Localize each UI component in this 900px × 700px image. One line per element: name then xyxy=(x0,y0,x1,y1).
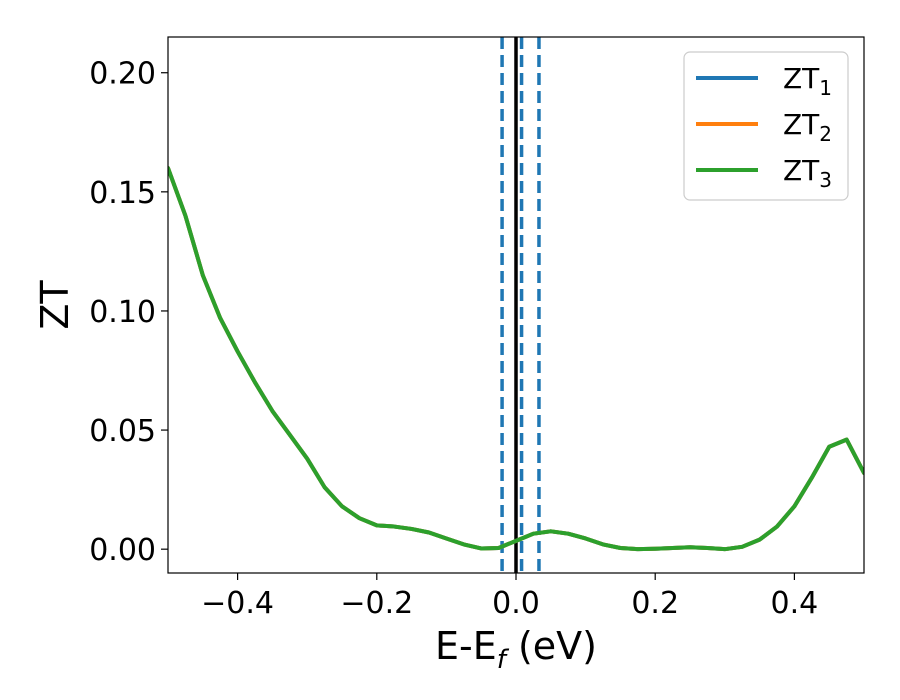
series-line-zt3 xyxy=(168,166,864,552)
legend-label-zt1: ZT1 xyxy=(783,62,832,100)
y-tick-label: 0.15 xyxy=(89,176,156,211)
x-axis-ticks: −0.4 −0.2 0.0 0.2 0.4 xyxy=(201,573,818,621)
y-tick-label: 0.20 xyxy=(89,57,156,92)
x-tick-label: −0.4 xyxy=(201,586,274,621)
y-tick-label: 0.10 xyxy=(89,295,156,330)
y-tick-label: 0.00 xyxy=(89,533,156,568)
y-axis-label: ZT xyxy=(33,280,77,330)
y-tick-label: 0.05 xyxy=(89,414,156,449)
x-axis-label: E-Ef (eV) xyxy=(435,624,597,675)
x-tick-label: −0.2 xyxy=(340,586,413,621)
legend-label-zt3: ZT3 xyxy=(783,154,832,192)
x-tick-label: 0.4 xyxy=(771,586,819,621)
legend-box xyxy=(683,51,849,201)
reference-lines xyxy=(500,37,541,573)
y-axis-ticks: 0.00 0.05 0.10 0.15 0.20 xyxy=(89,57,168,568)
x-tick-label: 0.2 xyxy=(631,586,679,621)
x-tick-label: 0.0 xyxy=(492,586,540,621)
data-series xyxy=(168,166,864,552)
legend-label-zt2: ZT2 xyxy=(783,108,832,146)
legend: ZT1 ZT2 ZT3 xyxy=(683,51,849,201)
